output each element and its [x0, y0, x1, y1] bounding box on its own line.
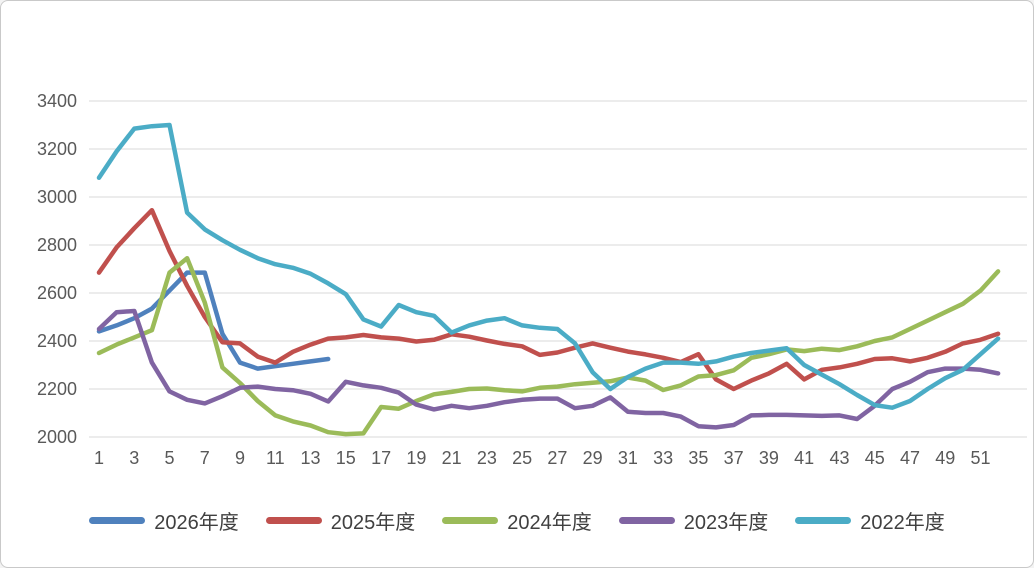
x-axis-label-39: 39	[759, 448, 779, 468]
legend-item-2025年度: 2025年度	[265, 506, 416, 535]
legend-item-2023年度: 2023年度	[618, 506, 769, 535]
series-line-2022年度	[96, 122, 1001, 410]
x-axis-label-45: 45	[865, 448, 885, 468]
legend-marker-icon	[265, 517, 322, 524]
y-axis-label-3000: 3000	[37, 187, 77, 207]
chart-legend: 2026年度 2025年度 2024年度 2023年度 2022年度	[1, 506, 1033, 535]
x-axis-label-21: 21	[442, 448, 462, 468]
x-axis-label-35: 35	[688, 448, 708, 468]
x-axis-label-17: 17	[371, 448, 391, 468]
x-axis-label-27: 27	[547, 448, 567, 468]
x-axis-label-49: 49	[935, 448, 955, 468]
x-axis-label-1: 1	[94, 448, 104, 468]
y-axis-labels: 2000 2200 2400 2600 2800 3000 3200 3400	[37, 91, 77, 447]
x-axis-label-25: 25	[512, 448, 532, 468]
x-axis-label-11: 11	[266, 448, 285, 468]
x-axis-label-15: 15	[336, 448, 356, 468]
y-axis-label-2800: 2800	[37, 235, 77, 255]
x-axis-label-31: 31	[618, 448, 638, 468]
x-axis-label-3: 3	[129, 448, 139, 468]
x-axis-label-19: 19	[406, 448, 426, 468]
x-axis-label-41: 41	[794, 448, 814, 468]
legend-label: 2026年度	[154, 512, 239, 534]
y-axis-label-3200: 3200	[37, 139, 77, 159]
series-line-2025年度	[96, 207, 1001, 392]
series-line-2026年度	[96, 270, 331, 371]
x-axis-label-23: 23	[477, 448, 497, 468]
x-axis-label-5: 5	[165, 448, 175, 468]
x-axis-label-37: 37	[724, 448, 744, 468]
x-axis-label-7: 7	[200, 448, 210, 468]
y-axis-label-2400: 2400	[37, 331, 77, 351]
legend-label: 2023年度	[683, 512, 769, 534]
legend-marker-icon	[795, 517, 852, 524]
legend-item-2024年度: 2024年度	[442, 506, 592, 535]
legend-item-2022年度: 2022年度	[795, 506, 945, 535]
y-axis-label-2600: 2600	[37, 283, 77, 303]
series-line-2023年度	[96, 308, 1001, 430]
y-axis-label-2200: 2200	[37, 379, 77, 399]
series-line-2024年度	[96, 255, 1001, 437]
x-axis-label-33: 33	[653, 448, 673, 468]
y-axis-label-3400: 3400	[37, 91, 77, 111]
x-axis-labels: 1 3 5 7 9 11 13 15 17 19 21 23 25 27 29 31 33 35 37 39 41 43 4…	[94, 448, 991, 468]
legend-marker-icon	[89, 517, 146, 524]
x-axis-label-29: 29	[583, 448, 603, 468]
legend-label: 2024年度	[507, 512, 592, 534]
x-axis-label-43: 43	[829, 448, 849, 468]
legend-item-2026年度: 2026年度	[89, 506, 239, 535]
legend-marker-icon	[442, 517, 499, 524]
y-axis-label-2000: 2000	[37, 427, 77, 447]
legend-label: 2022年度	[860, 512, 945, 534]
legend-label: 2025年度	[330, 512, 416, 534]
x-axis-label-9: 9	[235, 448, 245, 468]
x-axis-label-47: 47	[900, 448, 920, 468]
legend-marker-icon	[618, 517, 675, 524]
x-axis-label-13: 13	[301, 448, 321, 468]
x-axis-label-51: 51	[970, 448, 990, 468]
